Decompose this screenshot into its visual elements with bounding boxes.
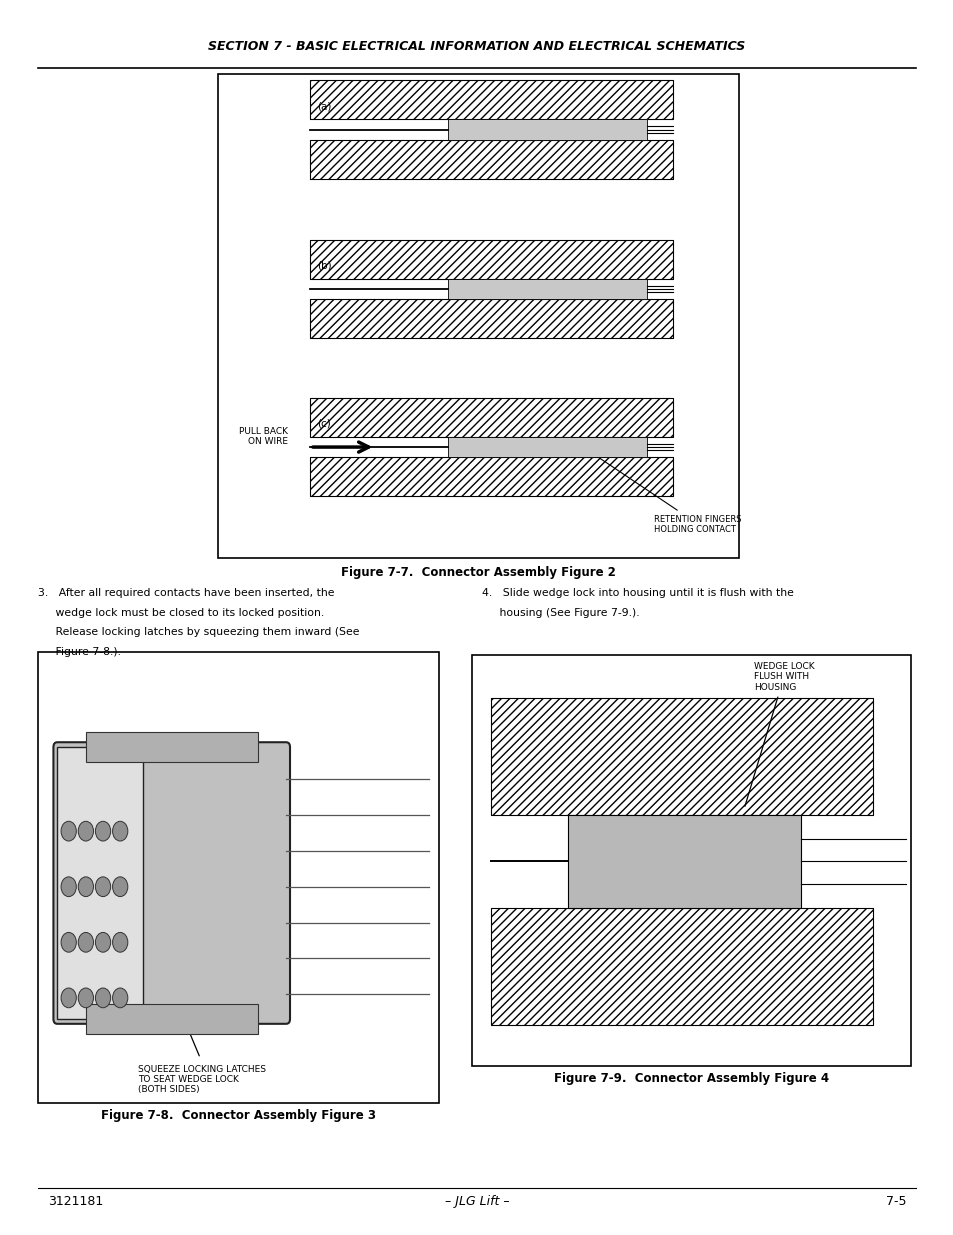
Text: housing (See Figure 7-9.).: housing (See Figure 7-9.). xyxy=(481,608,639,618)
Circle shape xyxy=(112,932,128,952)
Bar xyxy=(447,279,646,299)
Bar xyxy=(567,815,801,908)
Circle shape xyxy=(95,988,111,1008)
Text: SQUEEZE LOCKING LATCHES
TO SEAT WEDGE LOCK
(BOTH SIDES): SQUEEZE LOCKING LATCHES TO SEAT WEDGE LO… xyxy=(138,1065,266,1094)
Circle shape xyxy=(61,988,76,1008)
Text: – JLG Lift –: – JLG Lift – xyxy=(444,1194,509,1208)
Bar xyxy=(310,80,672,120)
Text: Figure 7-9.  Connector Assembly Figure 4: Figure 7-9. Connector Assembly Figure 4 xyxy=(554,1072,828,1086)
Text: 7-5: 7-5 xyxy=(885,1194,905,1208)
Bar xyxy=(86,732,257,762)
Circle shape xyxy=(95,821,111,841)
Circle shape xyxy=(112,877,128,897)
Bar xyxy=(310,140,672,179)
Bar xyxy=(310,457,672,496)
Bar xyxy=(491,908,872,1025)
FancyBboxPatch shape xyxy=(57,747,143,1019)
Bar xyxy=(447,437,646,457)
Bar xyxy=(310,457,672,496)
Bar xyxy=(38,652,438,1103)
Text: PULL BACK
ON WIRE: PULL BACK ON WIRE xyxy=(239,427,288,446)
Text: 3.   After all required contacts have been inserted, the: 3. After all required contacts have been… xyxy=(38,588,335,598)
Text: Figure 7-7.  Connector Assembly Figure 2: Figure 7-7. Connector Assembly Figure 2 xyxy=(341,566,616,579)
Text: 4.   Slide wedge lock into housing until it is flush with the: 4. Slide wedge lock into housing until i… xyxy=(481,588,793,598)
Circle shape xyxy=(95,877,111,897)
Bar xyxy=(491,698,872,815)
Bar xyxy=(310,240,672,279)
Text: (c): (c) xyxy=(317,419,331,429)
Bar xyxy=(310,398,672,437)
Text: (a): (a) xyxy=(317,101,332,111)
FancyBboxPatch shape xyxy=(53,742,290,1024)
Text: RETENTION FINGERS
HOLDING CONTACT: RETENTION FINGERS HOLDING CONTACT xyxy=(595,456,741,534)
Text: 3121181: 3121181 xyxy=(48,1194,103,1208)
Bar xyxy=(447,120,646,140)
Text: (b): (b) xyxy=(317,261,332,270)
Bar xyxy=(491,908,872,1025)
Bar xyxy=(310,398,672,437)
Text: Release locking latches by squeezing them inward (See: Release locking latches by squeezing the… xyxy=(38,627,359,637)
Text: wedge lock must be closed to its locked position.: wedge lock must be closed to its locked … xyxy=(38,608,324,618)
Circle shape xyxy=(78,988,93,1008)
Text: SECTION 7 - BASIC ELECTRICAL INFORMATION AND ELECTRICAL SCHEMATICS: SECTION 7 - BASIC ELECTRICAL INFORMATION… xyxy=(208,40,745,53)
Text: WEDGE LOCK
FLUSH WITH
HOUSING: WEDGE LOCK FLUSH WITH HOUSING xyxy=(744,662,814,806)
Circle shape xyxy=(78,932,93,952)
Bar xyxy=(472,655,910,1066)
Bar xyxy=(310,140,672,179)
Circle shape xyxy=(95,932,111,952)
Circle shape xyxy=(112,988,128,1008)
Text: Figure 7-8.  Connector Assembly Figure 3: Figure 7-8. Connector Assembly Figure 3 xyxy=(101,1109,375,1123)
Bar xyxy=(310,80,672,120)
Circle shape xyxy=(112,821,128,841)
Circle shape xyxy=(78,877,93,897)
Circle shape xyxy=(61,877,76,897)
Bar xyxy=(217,74,739,558)
Circle shape xyxy=(61,932,76,952)
Text: Figure 7-8.).: Figure 7-8.). xyxy=(38,647,121,657)
Bar xyxy=(310,299,672,338)
Bar xyxy=(310,240,672,279)
Bar xyxy=(491,698,872,815)
Bar xyxy=(310,299,672,338)
Circle shape xyxy=(78,821,93,841)
Bar xyxy=(86,1004,257,1034)
Circle shape xyxy=(61,821,76,841)
